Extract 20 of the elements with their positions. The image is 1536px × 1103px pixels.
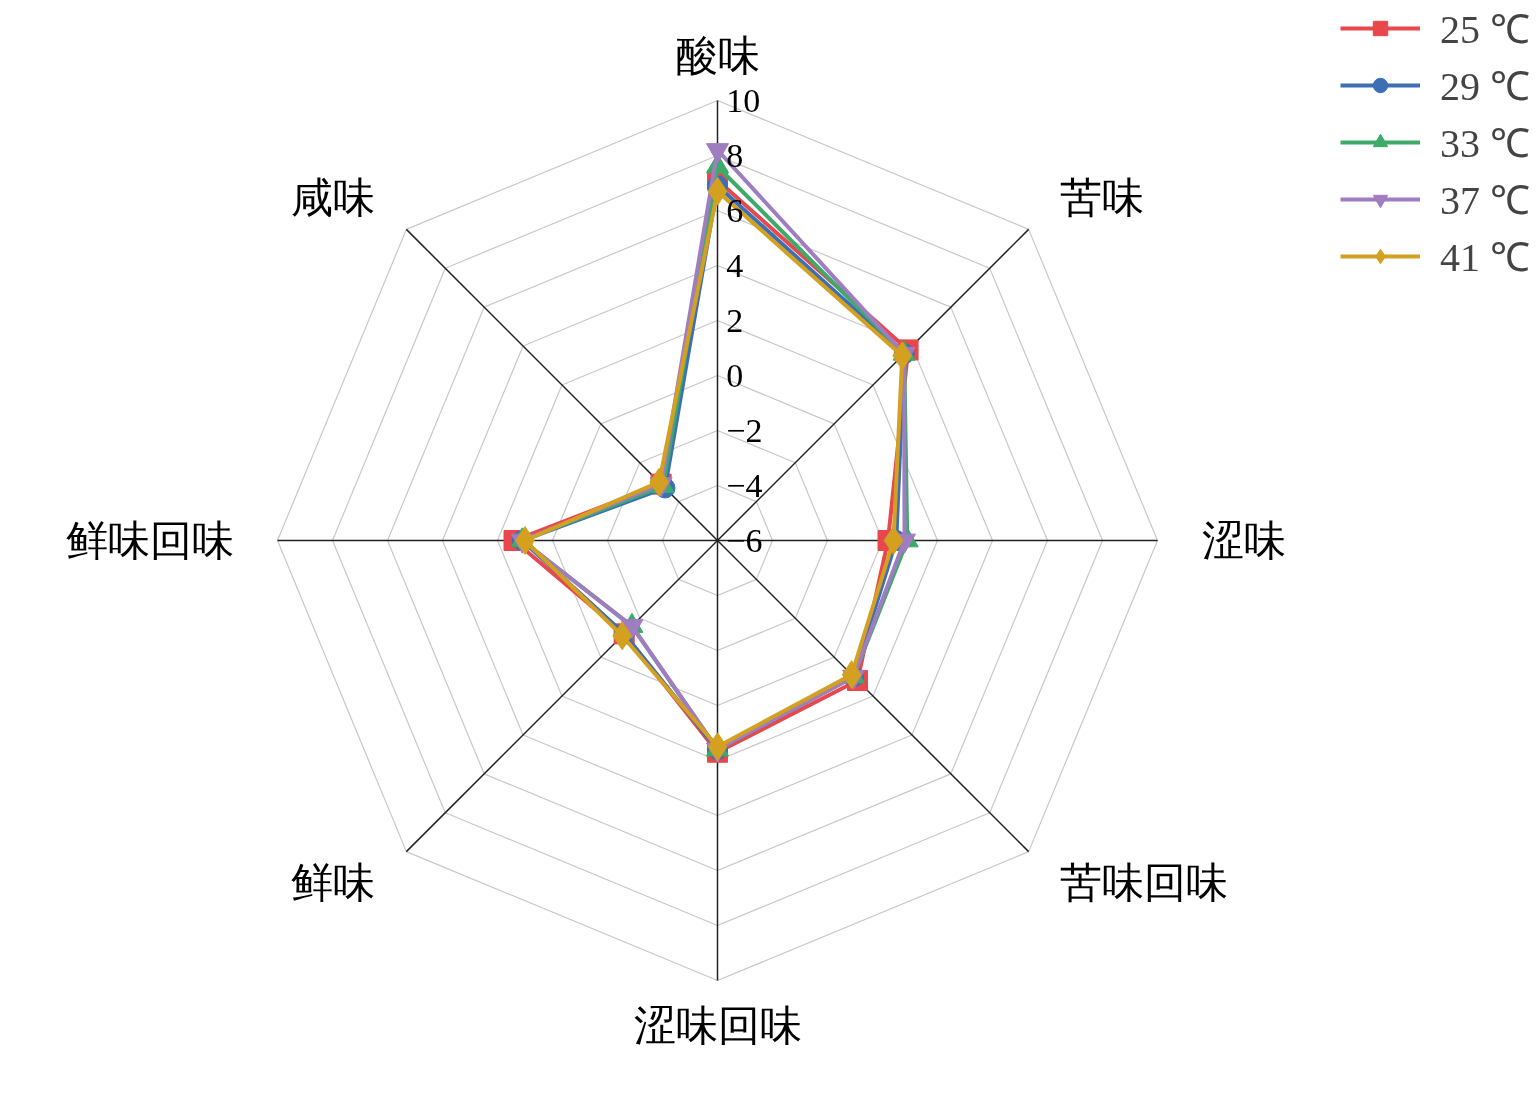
spoke-label: 鲜味 bbox=[291, 859, 376, 906]
spoke-label: 酸味 bbox=[675, 32, 760, 79]
legend-label: 33 ℃ bbox=[1440, 120, 1530, 168]
spoke-label: 咸味 bbox=[291, 175, 376, 222]
spoke-label: 鲜味回味 bbox=[65, 517, 234, 564]
y-tick-label: 0 bbox=[726, 356, 744, 394]
legend-label: 37 ℃ bbox=[1440, 177, 1530, 225]
spoke-label: 苦味回味 bbox=[1059, 859, 1228, 906]
legend-label: 41 ℃ bbox=[1440, 234, 1530, 282]
legend-label: 29 ℃ bbox=[1440, 63, 1530, 111]
spoke-label: 苦味 bbox=[1059, 175, 1144, 222]
y-tick-label: 10 bbox=[726, 81, 761, 119]
y-tick-label: 8 bbox=[726, 136, 744, 174]
y-tick-label: −2 bbox=[726, 411, 763, 449]
y-tick-label: −4 bbox=[726, 466, 763, 504]
y-tick-label: 2 bbox=[726, 301, 744, 339]
spoke-label: 涩味回味 bbox=[633, 1002, 802, 1049]
legend-label: 25 ℃ bbox=[1440, 6, 1530, 54]
y-tick-label: 4 bbox=[726, 246, 744, 284]
spoke-label: 涩味 bbox=[1201, 517, 1286, 564]
